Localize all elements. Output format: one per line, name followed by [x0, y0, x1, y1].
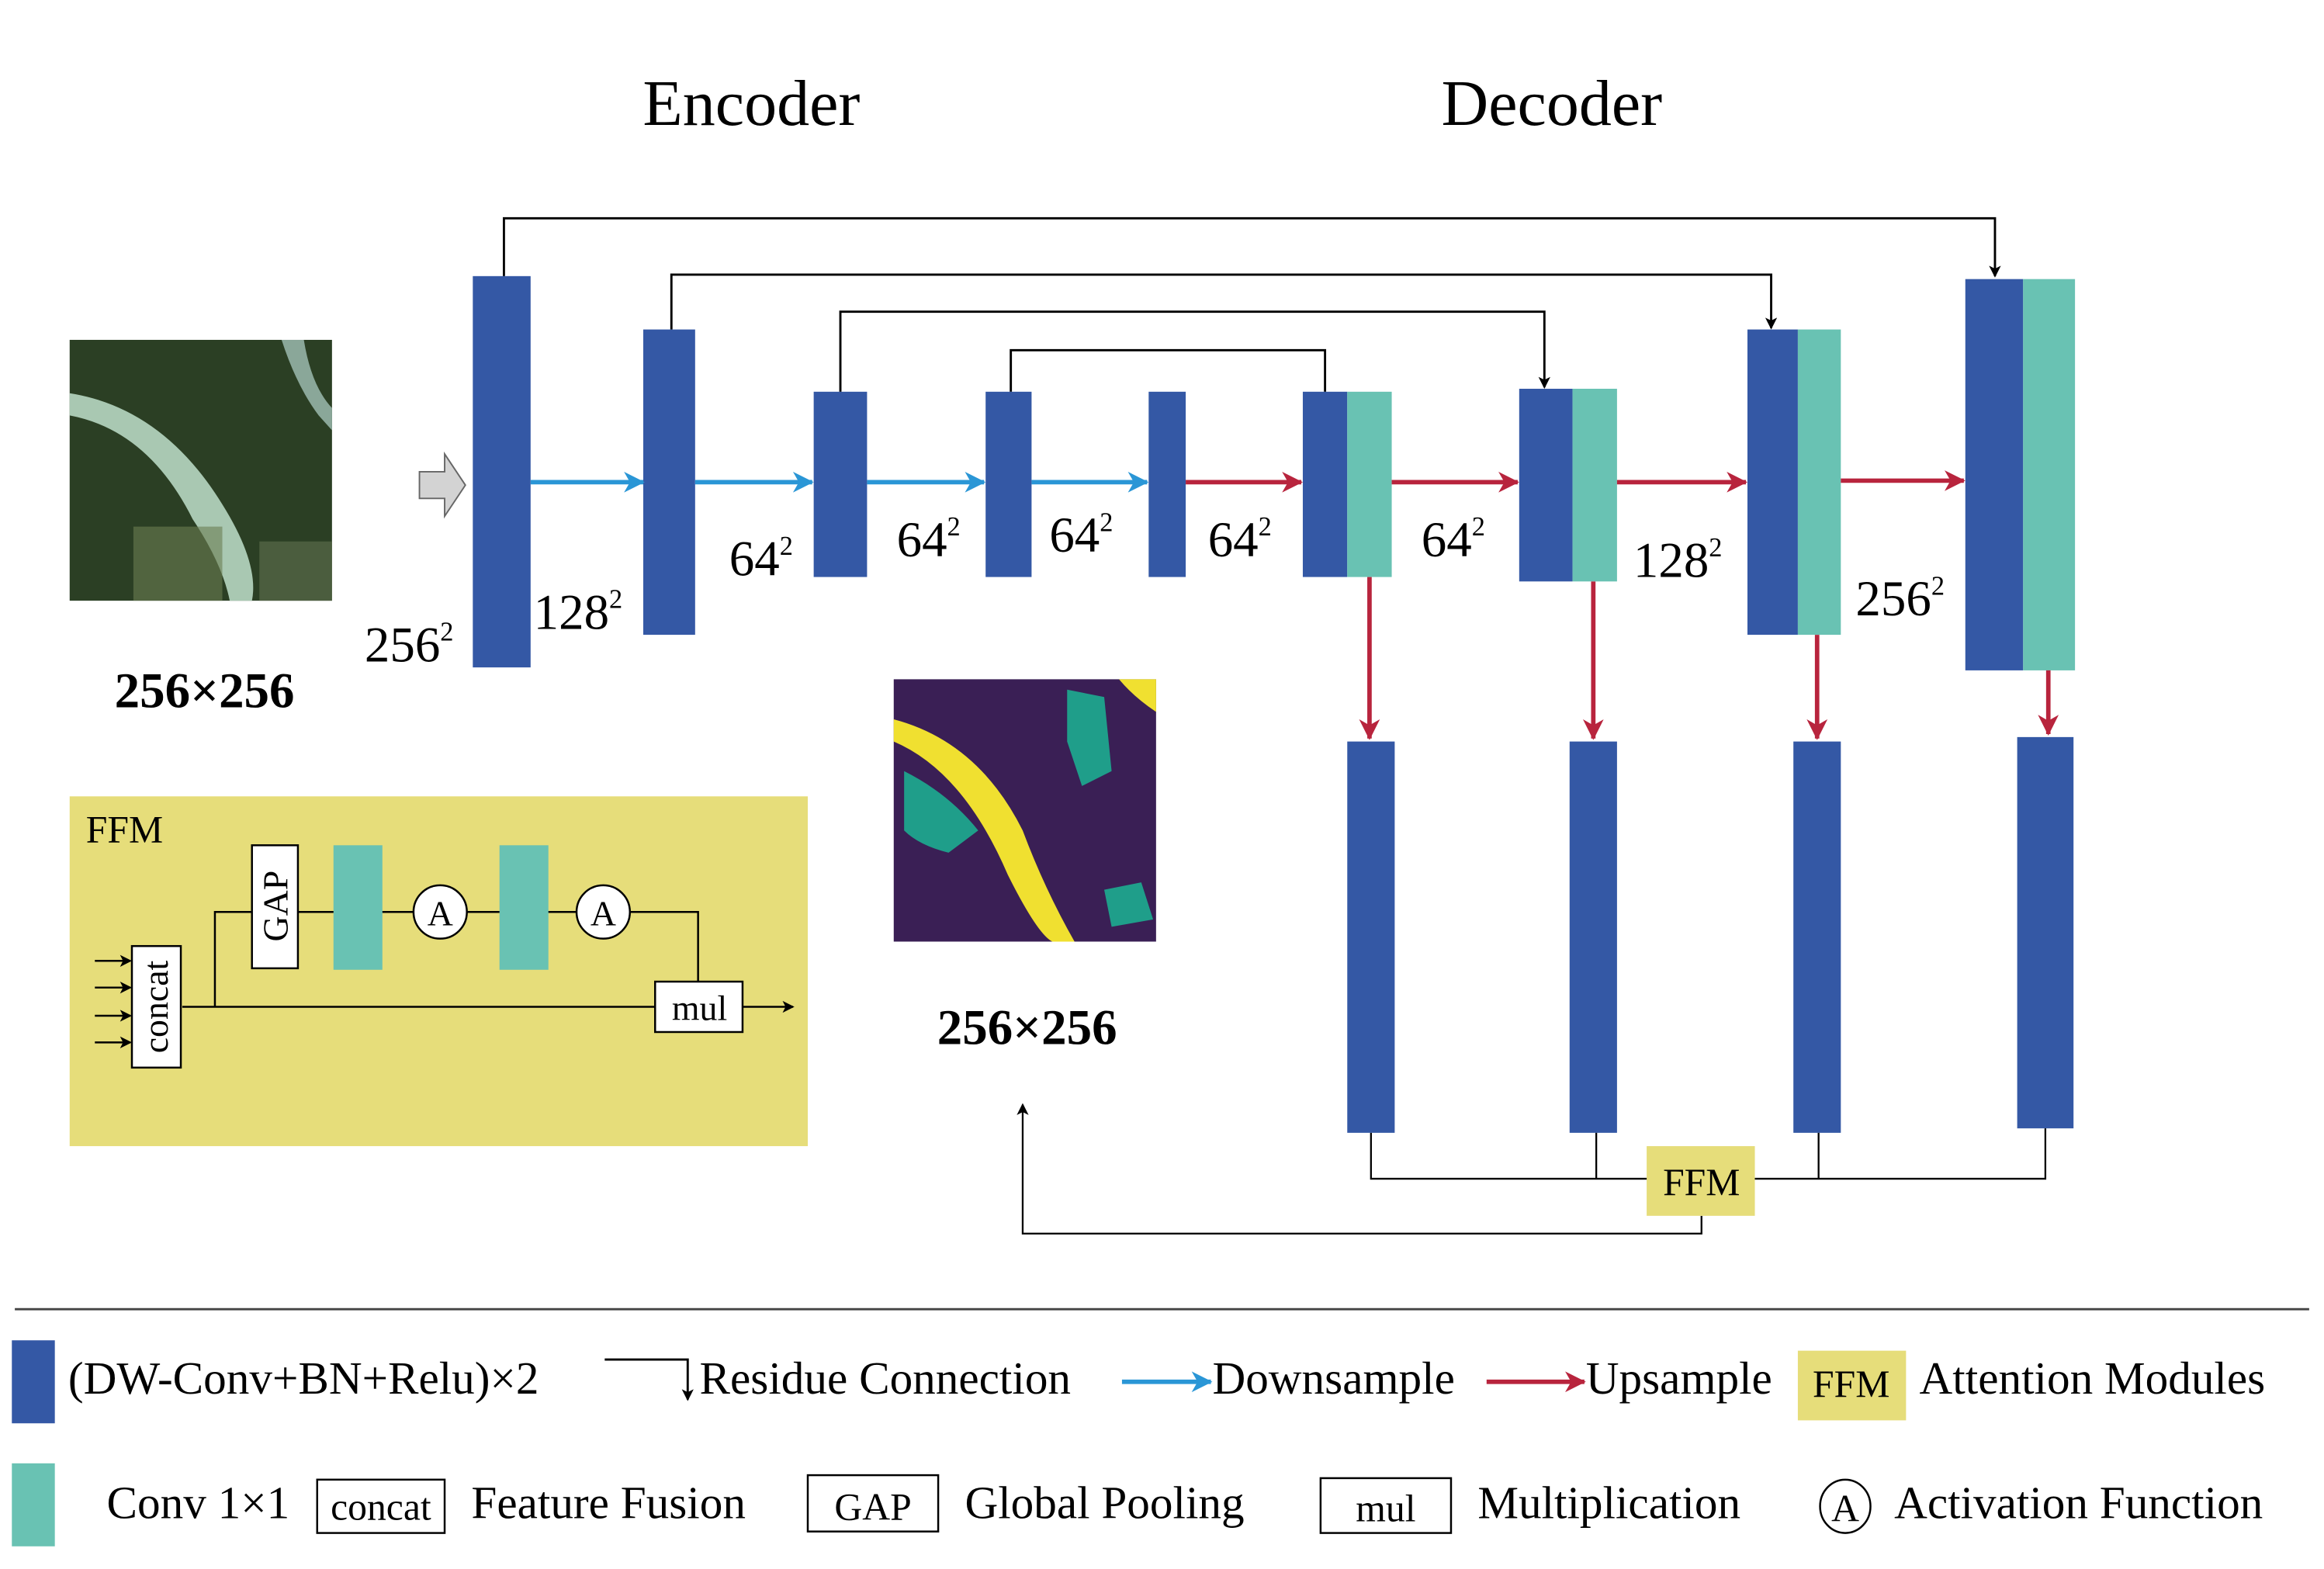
decoder-block-2: [1519, 389, 1617, 582]
decoder-title: Decoder: [1442, 68, 1663, 140]
concat-box: [130, 944, 182, 1069]
encoder-block-1: [473, 275, 531, 668]
size-label-dec-64: 642: [1422, 512, 1485, 568]
legend-gap-label: GAP: [834, 1485, 911, 1528]
legend-conv-label: Conv 1×1: [107, 1477, 290, 1528]
ffm-node-label: FFM: [1663, 1161, 1740, 1204]
upsample-arrows: [1186, 470, 2059, 740]
ffm-node: FFM: [1647, 1146, 1755, 1216]
legend-fusion-label: Feature Fusion: [471, 1477, 746, 1528]
encoder-block-4: [985, 391, 1032, 577]
gap-box: [251, 844, 300, 970]
residue-connections: [502, 216, 2001, 392]
size-label-64-a: 642: [729, 532, 793, 587]
input-arrow-icon: [418, 451, 466, 519]
legend-mul-label: mul: [1356, 1487, 1415, 1529]
size-label-64-c: 642: [1049, 507, 1113, 563]
size-label-64-b: 642: [897, 512, 961, 568]
legend-mul-box: [1319, 1477, 1453, 1534]
side-output-block-2: [1569, 741, 1617, 1133]
activation-label-1: A: [428, 893, 453, 933]
mul-label: mul: [672, 989, 727, 1028]
mul-box: [654, 980, 744, 1034]
activation-label-2: A: [591, 893, 616, 933]
legend-residue-label: Residue Connection: [700, 1353, 1071, 1404]
activation-icon-1: [412, 884, 468, 940]
legend-pool-label: Global Pooling: [965, 1477, 1244, 1528]
input-satellite-image: [69, 339, 332, 601]
legend-actfn-label: Activation Function: [1894, 1477, 2263, 1528]
ffm-panel-title: FFM: [86, 808, 163, 850]
output-size-label: 256×256: [937, 999, 1117, 1055]
legend-conv-swatch: [12, 1463, 55, 1546]
decoder-block-1: [1302, 391, 1392, 577]
legend-block-label: (DW-Conv+BN+Relu)×2: [68, 1353, 539, 1404]
ffm-input-lines: [1017, 1103, 2047, 1235]
input-size-label: 256×256: [115, 663, 295, 719]
decoder-block-4: [1965, 279, 2076, 670]
side-output-block-3: [1793, 741, 1841, 1133]
size-label-dec-128: 1282: [1633, 533, 1723, 589]
gap-label: GAP: [256, 871, 296, 942]
legend: (DW-Conv+BN+Relu)×2 Residue Connection D…: [12, 1340, 2265, 1546]
legend-ffm-swatch: [1797, 1350, 1907, 1421]
legend-block-swatch: [12, 1340, 55, 1424]
legend-residue-icon: [604, 1358, 694, 1401]
size-label-128: 1282: [534, 584, 623, 640]
encoder-block-5: [1148, 391, 1186, 577]
legend-concat-box: [316, 1478, 446, 1534]
size-label-64-d: 642: [1208, 512, 1272, 568]
legend-activation-icon: [1819, 1478, 1872, 1534]
legend-activation-glyph: A: [1831, 1487, 1859, 1529]
legend-concat-label: concat: [331, 1485, 431, 1528]
ffm-conv1x1-1: [333, 845, 383, 970]
decoder-block-3: [1747, 329, 1841, 636]
legend-gap-box: [806, 1474, 940, 1533]
concat-label: concat: [136, 960, 175, 1053]
ffm-detail-panel: FFM concat GAP A A mul: [69, 796, 808, 1147]
size-label-256: 2562: [365, 617, 454, 673]
legend-attention-label: Attention Modules: [1920, 1353, 2266, 1404]
activation-icon-2: [575, 884, 632, 940]
legend-ffm-label: FFM: [1813, 1363, 1889, 1405]
legend-upsample-label: Upsample: [1586, 1353, 1772, 1404]
encoder-block-3: [813, 391, 868, 577]
output-segmentation-map: [893, 679, 1156, 942]
side-output-block-1: [1347, 741, 1395, 1133]
size-label-dec-256: 2562: [1855, 571, 1945, 627]
side-output-block-4: [2017, 736, 2074, 1129]
ffm-conv1x1-2: [499, 845, 549, 970]
encoder-title: Encoder: [642, 68, 860, 140]
legend-mult-label: Multiplication: [1477, 1477, 1740, 1528]
encoder-block-2: [642, 329, 695, 636]
legend-downsample-label: Downsample: [1212, 1353, 1454, 1404]
